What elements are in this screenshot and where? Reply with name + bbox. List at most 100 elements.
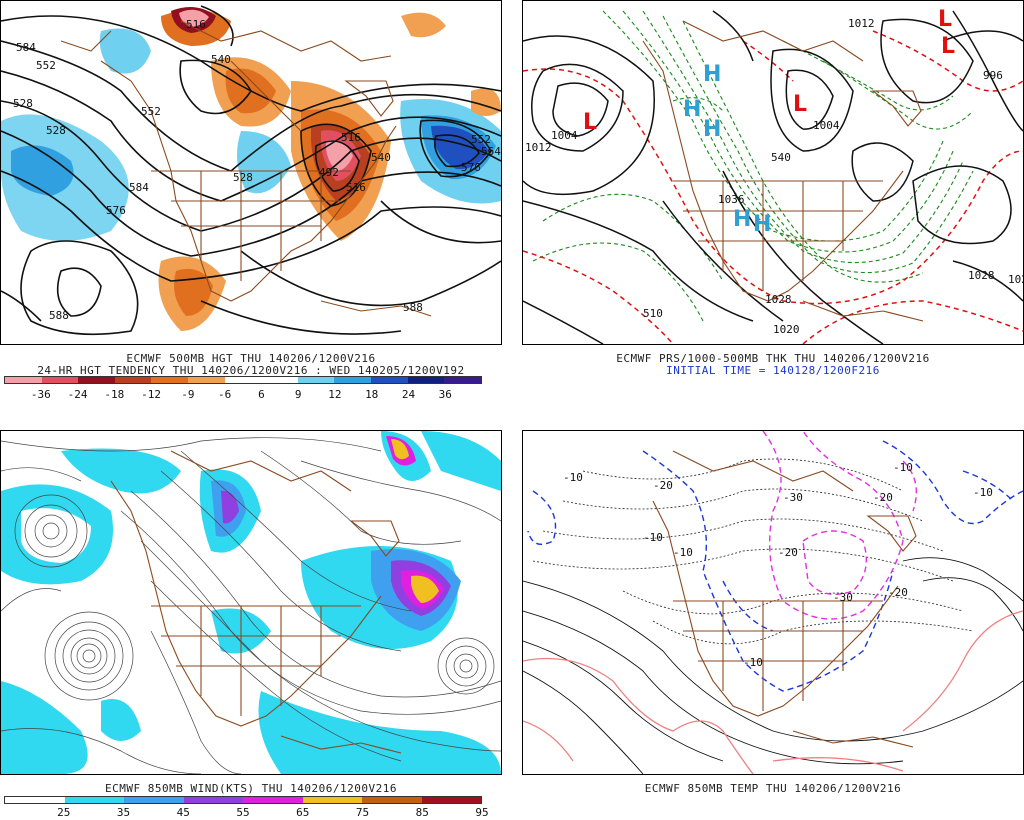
- colorbar-swatch: [362, 797, 422, 803]
- contour-label: 516: [186, 18, 206, 31]
- colorbar-swatch: [224, 377, 262, 383]
- colorbar-swatch: [297, 377, 335, 383]
- colorbar-swatch: [64, 797, 124, 803]
- low-pressure-center: L: [938, 7, 952, 32]
- contour-label: 576: [106, 204, 126, 217]
- colorbar-swatch: [371, 377, 408, 383]
- temp-labels: -10 -20 -30 -20 -10 -20 -30 -20 -10 -10 -10 -10: [563, 461, 993, 669]
- panel-caption: ECMWF 500MB HGT THU 140206/1200V216: [126, 352, 376, 365]
- map-mslp-thickness: 1012100410041028103610281020102899610125…: [522, 0, 1024, 345]
- colorbar-tick-label: -24: [67, 388, 88, 401]
- colorbar-tick-label: -9: [181, 388, 195, 401]
- contour-label: -10: [893, 461, 913, 474]
- contour-label: 528: [13, 97, 33, 110]
- map-850wind-svg: [1, 431, 501, 774]
- colorbar-tick-label: 25: [57, 806, 71, 819]
- colorbar-swatch: [41, 377, 79, 383]
- contour-label: 1020: [773, 323, 800, 336]
- contour-label: -10: [973, 486, 993, 499]
- colorbar-swatch: [78, 377, 115, 383]
- colorbar-tick-label: 85: [415, 806, 429, 819]
- contour-label: 552: [141, 105, 161, 118]
- contour-label: -10: [673, 546, 693, 559]
- low-pressure-center: L: [583, 110, 597, 135]
- colorbar-swatch: [183, 797, 243, 803]
- contour-label: -30: [833, 591, 853, 604]
- contour-label: 1028: [765, 293, 792, 306]
- contour-label: 1004: [551, 129, 578, 142]
- temp-below-contours: [527, 440, 1023, 692]
- streamlines: [1, 437, 501, 774]
- contour-label: 584: [129, 181, 149, 194]
- contour-label: -10: [643, 531, 663, 544]
- thickness-label: 540: [771, 151, 791, 164]
- low-pressure-center: L: [793, 92, 807, 117]
- temp-contours-above-zero: [523, 557, 1023, 774]
- colorbar-tick-label: 95: [475, 806, 489, 819]
- height-contours: [1, 5, 501, 336]
- colorbar-swatch: [407, 377, 445, 383]
- contour-label: 576: [461, 161, 481, 174]
- colorbar-swatch: [444, 377, 481, 383]
- panel-850mb-wind: ECMWF 850MB WIND(KTS) THU 140206/1200V21…: [0, 430, 502, 820]
- contour-label: -20: [653, 479, 673, 492]
- height-tendency-shading: [1, 7, 501, 331]
- colorbar-swatch: [151, 377, 189, 383]
- thickness-label: 510: [643, 307, 663, 320]
- contour-label: 540: [371, 151, 391, 164]
- initial-time-caption: INITIAL TIME = 140128/1200F216: [666, 364, 880, 377]
- contour-label: 584: [16, 41, 36, 54]
- coastlines: [60, 20, 432, 317]
- contour-label: 588: [49, 309, 69, 322]
- contour-label: -20: [888, 586, 908, 599]
- colorbar-swatch: [188, 377, 225, 383]
- colorbar-tick-label: -36: [30, 388, 51, 401]
- map-500mb-svg: 5845525285285525165405285845765164925165…: [1, 5, 501, 336]
- colorbar-swatch: [5, 377, 42, 383]
- map-mslp-svg: 1012100410041028103610281020102899610125…: [523, 7, 1023, 344]
- high-pressure-center: H: [703, 62, 721, 87]
- thickness-cold-contours: [532, 10, 974, 322]
- contour-label: 552: [471, 133, 491, 146]
- contour-label: 1012: [525, 141, 552, 154]
- colorbar-tick-label: 24: [401, 388, 416, 401]
- colorbar-swatch: [302, 797, 362, 803]
- colorbar-tick-label: 55: [236, 806, 250, 819]
- contour-label: 516: [346, 181, 366, 194]
- colorbar-tick-label: -12: [141, 388, 161, 401]
- colorbar-swatch: [334, 377, 372, 383]
- panel-500mb-height: 584 552 528 528 552 516 540 528 584 576 516 492 516 5…: [0, 0, 502, 401]
- contour-labels: 5845525285285525165405285845765164925165…: [13, 18, 501, 322]
- pressure-labels: 1012100410041028103610281020102899610125…: [525, 17, 1023, 336]
- colorbar-tick-label: 12: [328, 388, 342, 401]
- high-pressure-center: H: [683, 97, 701, 122]
- panel-caption: ECMWF PRS/1000-500MB THK THU 140206/1200…: [616, 352, 930, 365]
- colorbar-swatch: [421, 797, 481, 803]
- coastlines: [110, 450, 402, 754]
- contour-label: -10: [563, 471, 583, 484]
- contour-label: 552: [36, 59, 56, 72]
- panel-caption: ECMWF 850MB WIND(KTS) THU 140206/1200V21…: [104, 782, 398, 795]
- contour-label: 528: [233, 171, 253, 184]
- contour-label: 1004: [813, 119, 840, 132]
- map-500mb-height: 584 552 528 528 552 516 540 528 584 576 516 492 516 5…: [0, 0, 502, 345]
- contour-label: 564: [481, 145, 501, 158]
- map-850mb-wind: [0, 430, 502, 775]
- panel-subcaption: 24-HR HGT TENDENCY THU 140206/1200V216 :…: [37, 364, 465, 377]
- map-850mb-temp: -10 -20 -30 -20 -10 -20 -30 -20 -10 -10 -10 -10: [522, 430, 1024, 775]
- contour-label: 492: [319, 166, 339, 179]
- pressure-contours: [523, 10, 1023, 344]
- colorbar-tick-label: -6: [217, 388, 232, 401]
- colorbar-swatch: [114, 377, 152, 383]
- temp-contours-below-zero: [532, 458, 974, 645]
- map-850temp-svg: -10 -20 -30 -20 -10 -20 -30 -20 -10 -10 -10 -10: [523, 431, 1023, 774]
- colorbar-tick-label: -18: [104, 388, 125, 401]
- high-pressure-center: H: [733, 207, 751, 232]
- wind-colorbar-ticks: 25 35 45 55 65 75 85 95: [4, 806, 489, 820]
- high-pressure-center: H: [753, 212, 771, 237]
- wind-speed-shading: [1, 431, 501, 774]
- panel-mslp-thickness: 1012100410041028103610281020102899610125…: [522, 0, 1024, 388]
- colorbar-swatch: [124, 797, 184, 803]
- low-pressure-center: L: [941, 34, 955, 59]
